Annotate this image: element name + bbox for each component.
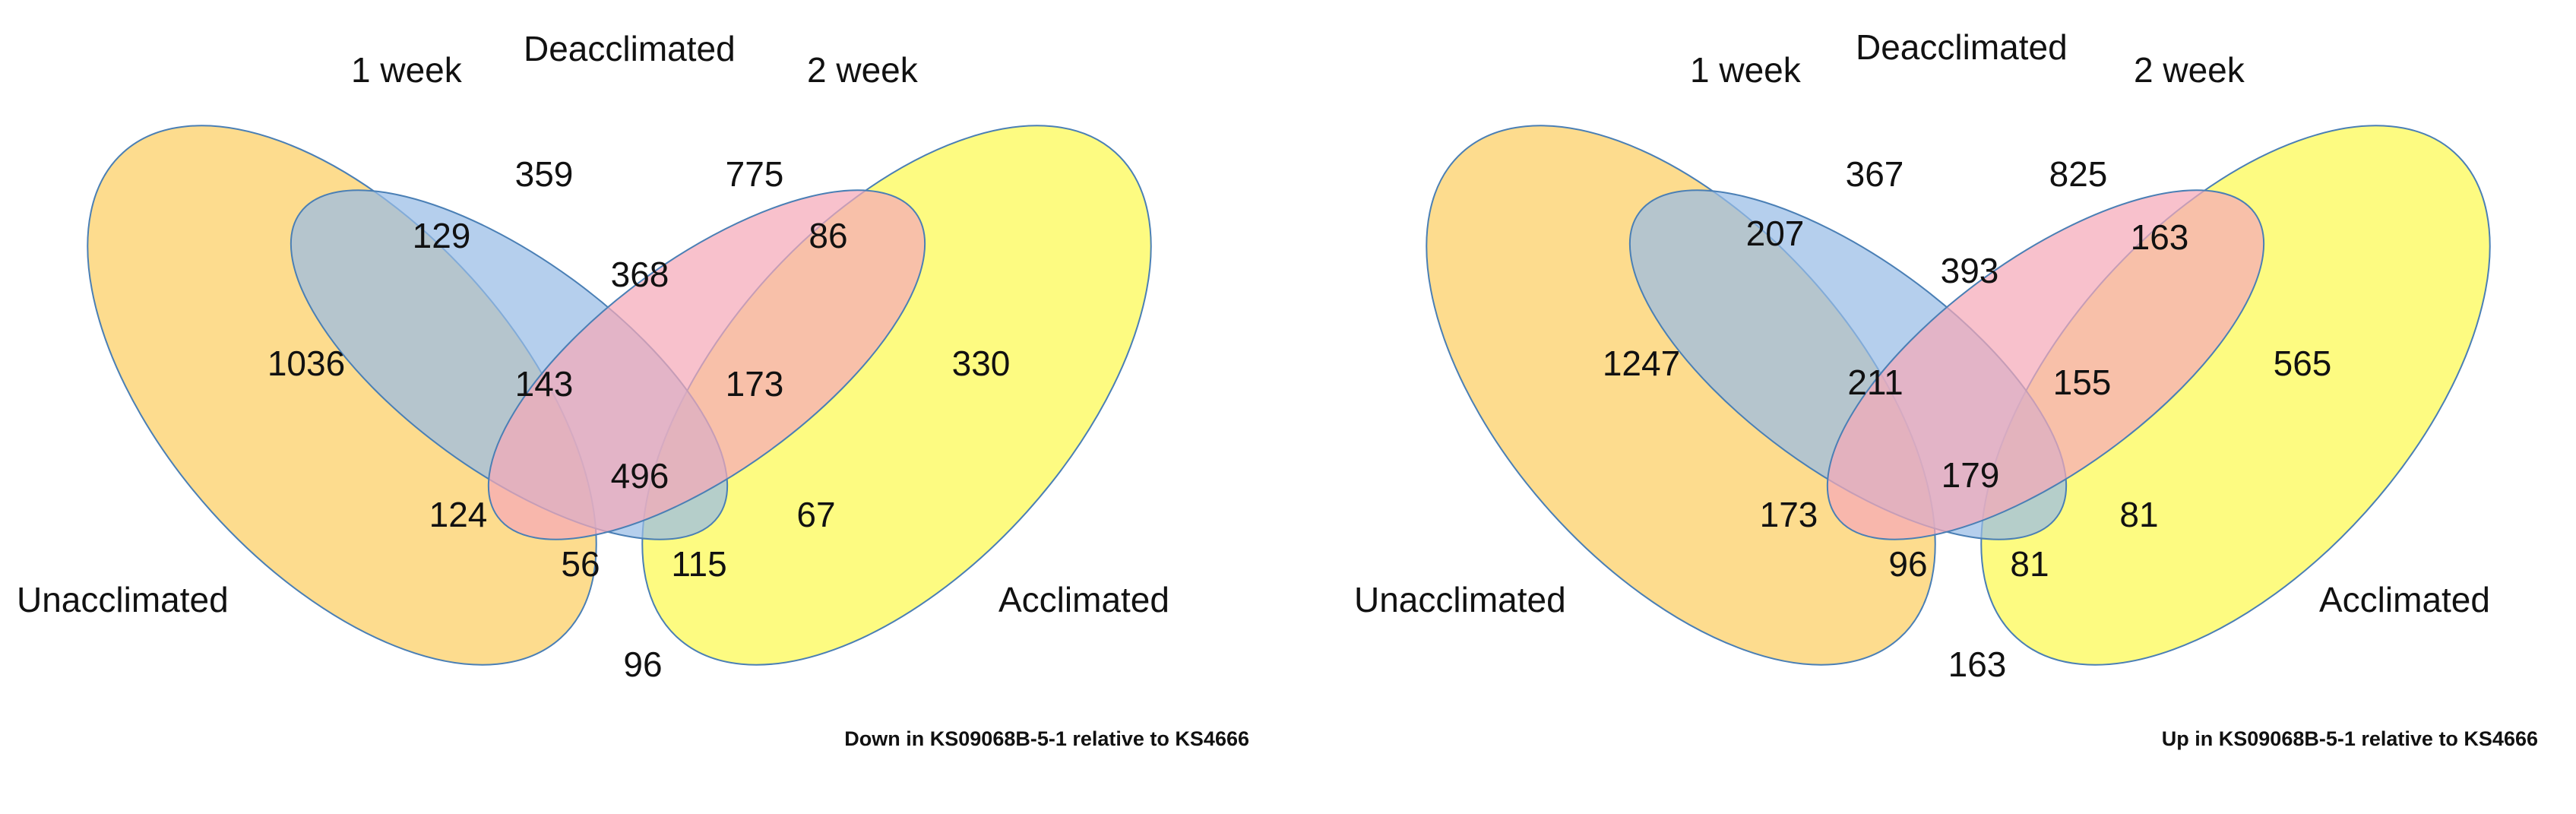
caption-up: Up in KS09068B-5-1 relative to KS4666 [2162, 727, 2538, 750]
label-1-week: 1 week [351, 50, 463, 90]
count-unacc-week2: 124 [429, 495, 488, 534]
count-unacc-week1: 207 [1746, 214, 1805, 253]
count-acclimated-only: 565 [2274, 344, 2332, 383]
count-all-four: 496 [611, 456, 669, 496]
label-2-week: 2 week [807, 50, 919, 90]
count-unacc-acc: 96 [623, 645, 662, 684]
label-2-week: 2 week [2134, 50, 2245, 90]
count-all-four: 179 [1941, 455, 2000, 495]
count-unacclimated-only: 1247 [1603, 344, 1680, 383]
count-week1-only: 359 [515, 154, 574, 194]
count-week2-acc: 86 [809, 216, 847, 255]
count-unacc-week1: 129 [413, 216, 471, 255]
label-unacclimated: Unacclimated [1354, 580, 1566, 619]
count-week2-only: 775 [726, 154, 784, 194]
count-unacclimated-only: 1036 [267, 344, 345, 383]
count-week1-week2-acc: 173 [726, 364, 784, 404]
count-week2-only: 825 [2049, 154, 2108, 194]
count-week1-week2: 393 [1941, 251, 1999, 290]
count-unacc-week1-acc: 81 [2010, 544, 2049, 584]
count-acclimated-only: 330 [952, 344, 1011, 383]
count-week1-week2-acc: 155 [2053, 363, 2112, 402]
count-unacc-week2: 173 [1760, 495, 1818, 534]
count-unacc-week1-week2: 143 [515, 364, 574, 404]
venn-diagram-down: 1 week Deacclimated 2 week Unacclimated … [0, 29, 1249, 756]
label-acclimated: Acclimated [2319, 580, 2490, 619]
count-week1-acc: 81 [2119, 495, 2158, 534]
count-week2-acc: 163 [2131, 217, 2189, 257]
count-week1-week2: 368 [611, 255, 669, 294]
venn-diagram-up: 1 week Deacclimated 2 week Unacclimated … [1331, 27, 2576, 756]
count-unacc-week2-acc: 56 [561, 544, 600, 584]
label-deacclimated: Deacclimated [1856, 27, 2068, 67]
count-unacc-week1-acc: 115 [671, 544, 726, 584]
count-unacc-acc: 163 [1948, 645, 2007, 684]
caption-down: Down in KS09068B-5-1 relative to KS4666 [844, 727, 1249, 750]
label-unacclimated: Unacclimated [17, 580, 229, 619]
label-acclimated: Acclimated [998, 580, 1169, 619]
count-unacc-week1-week2: 211 [1847, 363, 1903, 402]
count-week1-only: 367 [1846, 154, 1904, 194]
label-1-week: 1 week [1690, 50, 1802, 90]
label-deacclimated: Deacclimated [524, 29, 736, 68]
count-week1-acc: 67 [796, 495, 835, 534]
count-unacc-week2-acc: 96 [1888, 544, 1927, 584]
